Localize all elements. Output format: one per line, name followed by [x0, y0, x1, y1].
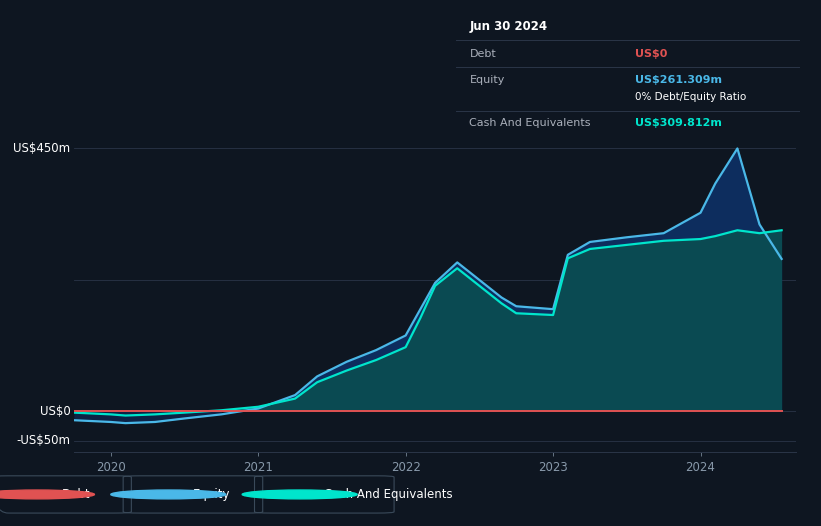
Text: US$0: US$0: [635, 49, 667, 59]
Text: 0% Debt/Equity Ratio: 0% Debt/Equity Ratio: [635, 92, 746, 102]
Text: US$309.812m: US$309.812m: [635, 118, 722, 128]
Text: Equity: Equity: [193, 488, 231, 501]
Text: US$261.309m: US$261.309m: [635, 75, 722, 85]
Text: Debt: Debt: [470, 49, 496, 59]
Text: Debt: Debt: [62, 488, 90, 501]
Text: Equity: Equity: [470, 75, 505, 85]
Text: Cash And Equivalents: Cash And Equivalents: [470, 118, 591, 128]
Circle shape: [242, 490, 357, 499]
Text: -US$50m: -US$50m: [16, 434, 71, 447]
Circle shape: [111, 490, 226, 499]
Text: US$0: US$0: [39, 405, 71, 418]
Text: US$450m: US$450m: [13, 142, 71, 155]
Circle shape: [0, 490, 94, 499]
Text: Cash And Equivalents: Cash And Equivalents: [324, 488, 453, 501]
Text: Jun 30 2024: Jun 30 2024: [470, 20, 548, 33]
